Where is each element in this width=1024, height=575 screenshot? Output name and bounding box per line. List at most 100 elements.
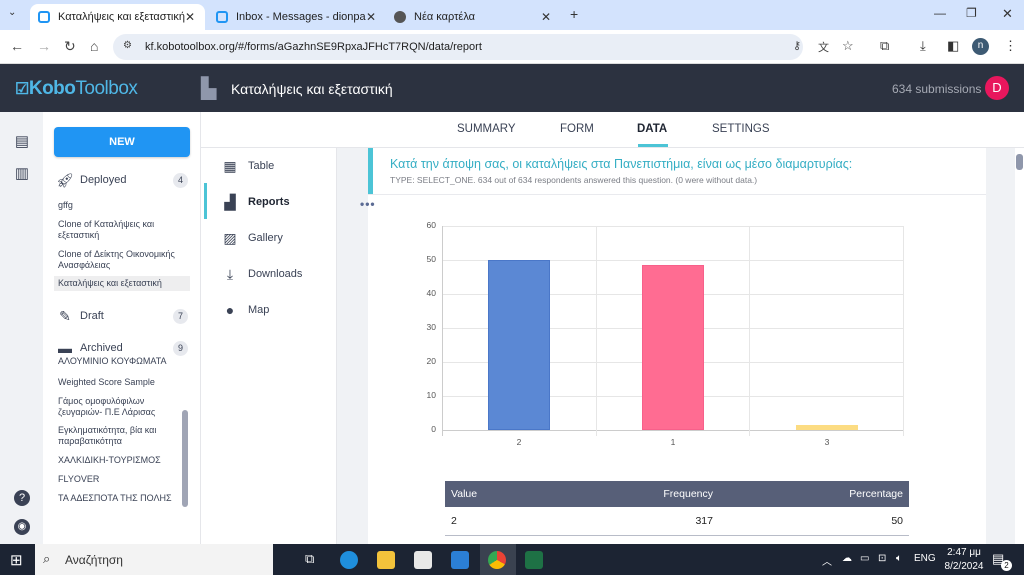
bar-2[interactable] bbox=[488, 260, 550, 430]
help-icon[interactable]: ? bbox=[14, 490, 30, 506]
sidebar-project-item[interactable]: Εγκληματικότητα, βία και παραβατικότητα bbox=[58, 425, 157, 446]
sidebar-project-item[interactable]: gffg bbox=[58, 200, 73, 210]
bookmark-star-icon[interactable]: ☆ bbox=[842, 38, 854, 53]
translate-icon[interactable]: 文 bbox=[818, 42, 829, 54]
chrome-icon[interactable] bbox=[488, 551, 506, 569]
mail-icon[interactable] bbox=[451, 551, 469, 569]
sidebar-project-item[interactable]: FLYOVER bbox=[58, 474, 100, 484]
sidebar-project-item[interactable]: Weighted Score Sample bbox=[58, 377, 155, 387]
gallery-image-icon: ▨ bbox=[223, 230, 237, 246]
sidebar-section-archived[interactable]: ▬ Archived 9 bbox=[56, 339, 188, 357]
minimize-icon[interactable]: — bbox=[934, 6, 946, 20]
volume-icon[interactable]: 🔈︎ bbox=[896, 553, 902, 564]
cell-frequency: 317 bbox=[549, 507, 719, 536]
extensions-icon[interactable]: ⧉ bbox=[880, 38, 890, 53]
edge-icon[interactable] bbox=[340, 551, 358, 569]
clock-date[interactable]: 8/2/2024 bbox=[944, 561, 984, 572]
tab-data[interactable]: DATA bbox=[637, 123, 668, 135]
frequency-table: Value Frequency Percentage 2 317 50 bbox=[445, 481, 909, 536]
reload-icon[interactable]: ↻ bbox=[64, 38, 76, 54]
x-axis bbox=[442, 430, 904, 431]
library-icon[interactable]: ▥ bbox=[14, 165, 30, 182]
clock-time[interactable]: 2:47 μμ bbox=[947, 547, 981, 558]
file-explorer-icon[interactable] bbox=[377, 551, 395, 569]
site-info-icon[interactable]: ⚙ bbox=[123, 40, 132, 51]
divider bbox=[368, 194, 986, 195]
column-header-value: Value bbox=[445, 481, 549, 507]
project-title: Καταλήψεις και εξεταστική bbox=[231, 81, 393, 97]
question-accent-bar bbox=[368, 148, 373, 194]
projects-clipboard-icon[interactable]: ▤ bbox=[14, 133, 30, 150]
close-tab-icon[interactable]: ✕ bbox=[540, 10, 551, 24]
close-tab-icon[interactable]: ✕ bbox=[365, 10, 376, 24]
active-datanav-indicator bbox=[204, 183, 207, 219]
datanav-gallery[interactable]: ▨ Gallery bbox=[221, 228, 282, 248]
close-tab-icon[interactable]: ✕ bbox=[184, 10, 195, 24]
battery-icon[interactable]: ▭ bbox=[860, 553, 870, 564]
sidebar-project-item-selected[interactable]: Καταλήψεις και εξεταστική bbox=[54, 276, 190, 291]
home-icon[interactable]: ⌂ bbox=[90, 38, 99, 54]
bar-3[interactable] bbox=[796, 425, 858, 430]
profile-avatar[interactable]: n bbox=[972, 38, 989, 55]
archive-box-icon: ▬ bbox=[58, 340, 72, 356]
sidebar-project-item[interactable]: ΧΑΛΚΙΔΙΚΗ-ΤΟΥΡΙΣΜΟΣ bbox=[58, 455, 161, 465]
datanav-map[interactable]: ● Map bbox=[221, 300, 270, 320]
rocket-icon: 🚀︎ bbox=[56, 172, 74, 188]
bar-1[interactable] bbox=[642, 265, 704, 430]
kobotoolbox-logo[interactable]: ☑KoboToolbox bbox=[15, 78, 138, 99]
user-avatar[interactable]: D bbox=[985, 76, 1009, 100]
form-deployed-icon: ▙ bbox=[201, 78, 217, 100]
y-tick: 20 bbox=[426, 356, 436, 366]
excel-icon[interactable] bbox=[525, 551, 543, 569]
sidebar-scrollbar[interactable] bbox=[182, 410, 188, 507]
draft-form-icon: ✎ bbox=[59, 308, 71, 324]
map-pin-icon: ● bbox=[225, 302, 235, 318]
x-tick: 3 bbox=[824, 437, 830, 447]
tab-search-chevron-icon[interactable]: ⌄ bbox=[8, 7, 17, 18]
new-project-button[interactable]: NEW bbox=[54, 127, 190, 157]
browser-tab-newtab[interactable]: Νέα καρτέλα ✕ bbox=[386, 4, 561, 30]
datanav-reports[interactable]: ▟ Reports bbox=[221, 192, 290, 212]
sidebar-project-item[interactable]: ΤΑ ΑΔΕΣΠΟΤΑ ΤΗΣ ΠΟΛΗΣ bbox=[58, 493, 172, 503]
forward-icon[interactable]: → bbox=[37, 38, 51, 54]
sidebar-section-draft[interactable]: ✎ Draft 7 bbox=[56, 307, 188, 325]
y-tick: 40 bbox=[426, 288, 436, 298]
datanav-downloads[interactable]: ⤓ Downloads bbox=[221, 264, 303, 284]
store-icon[interactable] bbox=[414, 551, 432, 569]
browser-tab-inbox[interactable]: Inbox - Messages - dionpaul02 ✕ bbox=[208, 4, 386, 30]
new-tab-button[interactable]: + bbox=[570, 6, 579, 22]
tab-summary[interactable]: SUMMARY bbox=[457, 123, 516, 135]
windows-start-icon[interactable]: ⊞ bbox=[10, 552, 23, 569]
address-bar[interactable]: ⚙ kf.kobotoolbox.org/#/forms/aGazhnSE9Rp… bbox=[113, 34, 854, 60]
sidebar-project-item[interactable]: Γάμος ομοφυλόφιλων ζευγαριών- Π.Ε Λάρισα… bbox=[58, 396, 156, 417]
y-tick: 0 bbox=[431, 424, 436, 434]
tab-settings[interactable]: SETTINGS bbox=[712, 123, 770, 135]
downloads-icon[interactable]: ⤓ bbox=[920, 38, 926, 53]
chrome-menu-icon[interactable]: ⋮ bbox=[1004, 38, 1017, 53]
back-icon[interactable]: ← bbox=[10, 38, 24, 54]
sidebar-project-item[interactable]: Clone of Δείκτης Οικονομικής Ανασφάλειας bbox=[58, 249, 175, 270]
browser-tab-active[interactable]: Καταλήψεις και εξεταστική | Ko ✕ bbox=[30, 4, 205, 30]
password-key-icon[interactable]: ⚷ bbox=[793, 40, 802, 52]
more-options-icon[interactable]: ••• bbox=[360, 197, 376, 211]
close-window-icon[interactable]: ✕ bbox=[1002, 6, 1013, 21]
sidebar-project-item[interactable]: ΑΛΟΥΜΙΝΙΟ ΚΟΥΦΩΜΑΤΑ bbox=[58, 357, 167, 366]
question-meta: TYPE: SELECT_ONE. 634 out of 634 respond… bbox=[390, 175, 758, 185]
language-indicator[interactable]: ENG bbox=[914, 553, 936, 564]
gridline bbox=[442, 226, 904, 227]
github-icon[interactable]: ◉ bbox=[14, 519, 30, 535]
task-view-icon[interactable]: ⧉ bbox=[305, 551, 315, 566]
show-hidden-icons-chevron[interactable]: ︿ bbox=[822, 557, 832, 568]
onedrive-cloud-icon[interactable]: ☁ bbox=[842, 553, 852, 564]
page-scrollbar[interactable] bbox=[1016, 154, 1023, 170]
taskbar-search[interactable]: ⌕ Αναζήτηση bbox=[35, 544, 273, 575]
side-panel-icon[interactable]: ◧ bbox=[947, 38, 960, 53]
table-header-row: Value Frequency Percentage bbox=[445, 481, 909, 507]
sidebar-section-deployed[interactable]: 🚀︎ Deployed 4 bbox=[56, 171, 188, 189]
network-icon[interactable]: ⊡ bbox=[878, 553, 887, 564]
x-tick: 1 bbox=[670, 437, 676, 447]
restore-icon[interactable]: ❐ bbox=[966, 6, 977, 20]
sidebar-project-item[interactable]: Clone of Καταλήψεις και εξεταστική bbox=[58, 219, 155, 240]
tab-form[interactable]: FORM bbox=[560, 123, 594, 135]
datanav-table[interactable]: ▦ Table bbox=[221, 156, 274, 176]
